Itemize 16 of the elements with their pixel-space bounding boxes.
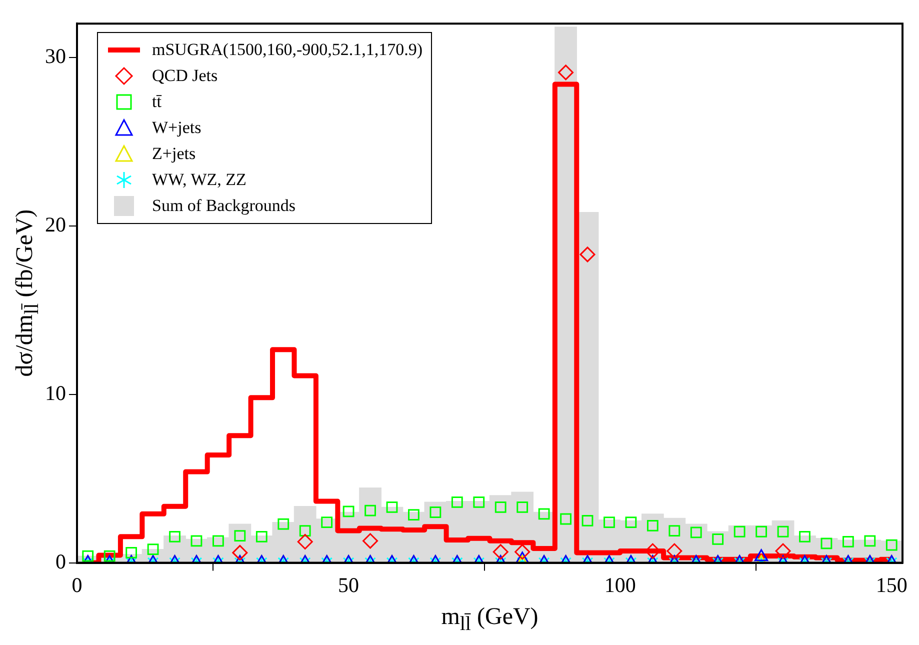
legend-label: tt̄	[152, 92, 162, 112]
y-tick-label: 20	[45, 212, 66, 236]
x-tick-label: 50	[338, 572, 360, 597]
legend-label: Sum of Backgrounds	[152, 196, 296, 216]
legend-label: QCD Jets	[152, 66, 218, 86]
legend-label: WW, WZ, ZZ	[152, 170, 246, 190]
x-tick-label: 100	[604, 572, 636, 597]
legend-label: W+jets	[152, 118, 202, 138]
x-tick-label: 0	[72, 572, 82, 597]
x-axis-title: m$_{ll̄}$ (GeV)	[441, 604, 538, 636]
y-tick-label: 10	[45, 380, 66, 405]
y-tick-label: 30	[45, 44, 66, 68]
legend-label: mSUGRA(1500,160,-900,52.1,1,170.9)	[152, 40, 423, 60]
legend-label: Z+jets	[152, 144, 196, 164]
y-tick-label: 0	[56, 549, 66, 574]
x-tick-label: 150	[876, 572, 908, 597]
